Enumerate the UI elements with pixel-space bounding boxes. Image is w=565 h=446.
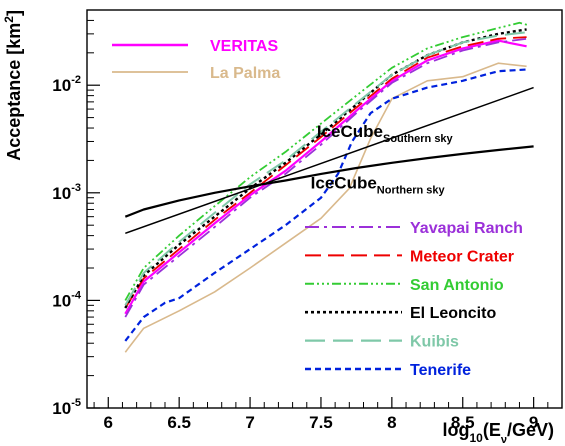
x-tick-label: 6.5 xyxy=(167,413,191,432)
x-tick-label: 6 xyxy=(104,413,113,432)
legend-label-tenerife: Tenerife xyxy=(410,362,471,379)
series-line-san-antonio xyxy=(124,21,530,301)
x-tick-label: 8.5 xyxy=(451,413,475,432)
y-tick-label: 10-2 xyxy=(52,74,81,95)
series-line-icecube-northern-sky xyxy=(124,145,534,218)
x-tick-label: 8 xyxy=(387,413,396,432)
series-line-meteor-crater xyxy=(124,36,527,309)
series-line-la-palma xyxy=(124,62,527,353)
series-line-yavapai-ranch xyxy=(124,37,527,318)
series-line-tenerife xyxy=(124,68,527,342)
legend-label-yavapai-ranch: Yavapai Ranch xyxy=(410,220,523,237)
y-tick-label: 10-5 xyxy=(52,397,81,418)
legend-label-kuibis: Kuibis xyxy=(410,334,459,351)
y-tick-label: 10-3 xyxy=(52,182,81,203)
series-layer xyxy=(124,21,534,353)
legend-label-veritas: VERITAS xyxy=(210,38,278,55)
legend-label-meteor-crater: Meteor Crater xyxy=(410,248,514,265)
legend-label-la-palma: La Palma xyxy=(210,65,280,82)
icecube-southern-label: IceCubeSouthern sky xyxy=(317,122,454,145)
x-axis-title: log10(Eν/GeV) xyxy=(443,420,555,446)
x-tick-label: 7 xyxy=(245,413,254,432)
y-tick-label: 10-4 xyxy=(52,289,82,310)
y-axis-title: Acceptance [km2] xyxy=(2,10,24,161)
tick-labels: 6 6.5 7 7.5 8 8.5 9 10-5 10-4 10-3 10-2 xyxy=(52,74,538,432)
series-line-icecube-southern-sky xyxy=(125,86,534,235)
icecube-northern-label: IceCubeNorthern sky xyxy=(311,173,446,196)
legend-label-san-antonio: San Antonio xyxy=(410,277,504,294)
series-line-veritas xyxy=(124,39,527,315)
x-tick-label: 7.5 xyxy=(309,413,333,432)
legend: VERITAS La Palma Yavapai Ranch Meteor Crate… xyxy=(112,38,523,379)
annotation-layer: IceCubeSouthern sky IceCubeNorthern sky xyxy=(311,122,454,196)
series-line-kuibis xyxy=(124,31,527,306)
x-tick-label: 9 xyxy=(529,413,538,432)
axis-ticks xyxy=(87,9,563,409)
legend-label-el-leoncito: El Leoncito xyxy=(410,305,496,322)
